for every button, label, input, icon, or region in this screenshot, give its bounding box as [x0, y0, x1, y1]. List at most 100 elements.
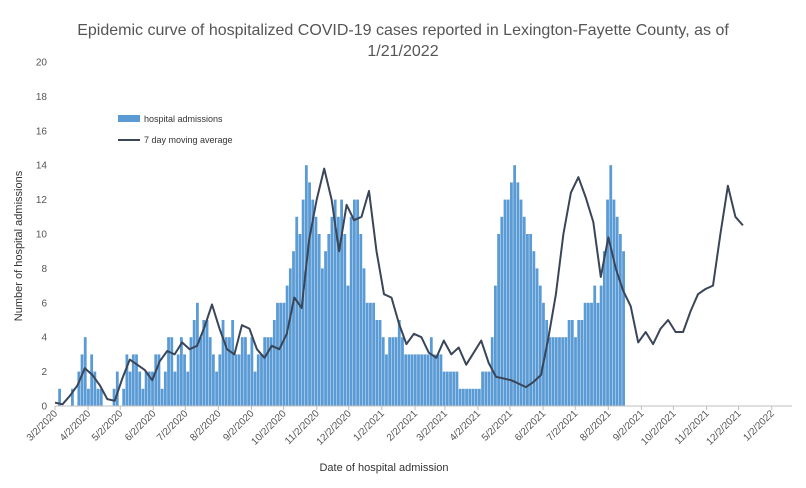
bar [272, 320, 276, 406]
bar [481, 371, 484, 406]
bar [538, 285, 542, 406]
bar [253, 371, 257, 406]
bar [199, 337, 202, 406]
bar [458, 388, 462, 406]
bar [420, 354, 424, 406]
bar [93, 371, 97, 406]
bar [535, 268, 539, 406]
y-tick-label: 0 [41, 402, 47, 413]
bar [221, 320, 225, 406]
bar [429, 337, 433, 406]
bar [356, 199, 360, 406]
bar [247, 354, 251, 406]
bar [234, 354, 238, 406]
x-tick-label: 4/2/2021 [448, 408, 484, 444]
bar [285, 285, 289, 406]
y-tick-label: 18 [36, 92, 48, 103]
bar [282, 302, 286, 406]
bar [580, 320, 584, 406]
bar [375, 320, 379, 406]
bar [477, 388, 481, 406]
bar [391, 337, 395, 406]
bar [388, 337, 392, 406]
bar [372, 302, 376, 406]
bar [542, 302, 545, 406]
bar [606, 199, 609, 406]
bar [381, 337, 385, 406]
bar [353, 199, 356, 406]
bar [349, 216, 353, 406]
bar [163, 371, 167, 406]
bar [494, 285, 497, 406]
bar [346, 285, 350, 406]
bar [224, 337, 228, 406]
bar [471, 388, 475, 406]
x-tick-label: 10/2/2020 [249, 408, 289, 448]
bar [570, 320, 574, 406]
x-tick-label: 6/2/2020 [123, 408, 159, 444]
bar [513, 165, 517, 406]
bar [71, 388, 74, 406]
bar [320, 268, 324, 406]
bar [112, 388, 116, 406]
y-tick-label: 14 [36, 161, 48, 172]
bar [461, 388, 465, 406]
bar [99, 388, 103, 406]
bar [173, 371, 177, 406]
bar [359, 234, 363, 406]
bar [96, 388, 100, 406]
bar [333, 199, 337, 406]
x-tick-label: 1/2/2021 [352, 408, 388, 444]
x-tick-label: 2/2/2021 [385, 408, 421, 444]
y-tick-label: 6 [41, 298, 47, 309]
bar [404, 354, 408, 406]
bar [183, 354, 186, 406]
bar [228, 337, 231, 406]
bar [131, 354, 135, 406]
bar [304, 165, 308, 406]
y-tick-label: 10 [36, 230, 48, 241]
bar [125, 354, 129, 406]
bar [128, 371, 132, 406]
moving-average-line [54, 167, 744, 406]
bar [484, 371, 488, 406]
x-tick-label: 12/2/2021 [704, 408, 744, 448]
bar [397, 320, 401, 406]
x-tick-label: 6/2/2021 [513, 408, 549, 444]
bar [545, 320, 549, 406]
bar [327, 234, 331, 406]
x-tick-label: 8/2/2020 [188, 408, 224, 444]
bar [401, 337, 404, 406]
bar [583, 302, 587, 406]
x-tick-label: 7/2/2021 [545, 408, 581, 444]
bar [237, 354, 241, 406]
bar [567, 320, 571, 406]
bar [532, 251, 536, 406]
bar [433, 354, 436, 406]
bar [314, 216, 318, 406]
bar [529, 234, 533, 406]
bar [474, 388, 478, 406]
bar [449, 371, 452, 406]
bar [240, 337, 244, 406]
bar [362, 268, 366, 406]
bar [186, 371, 190, 406]
legend-label-bars: hospital admissions [144, 114, 223, 124]
bar [558, 337, 561, 406]
legend-label-line: 7 day moving average [144, 135, 233, 145]
bar [256, 354, 260, 406]
bar [208, 337, 212, 406]
bar [218, 354, 222, 406]
bar [439, 354, 443, 406]
bar [526, 234, 529, 406]
chart-title-line-2: 1/21/2022 [367, 43, 438, 60]
bar [244, 337, 247, 406]
x-tick-label: 3/2/2021 [415, 408, 451, 444]
x-tick-label: 5/2/2020 [90, 408, 126, 444]
bar [266, 337, 270, 406]
bar [135, 354, 138, 406]
bar [452, 371, 456, 406]
x-tick-label: 5/2/2021 [480, 408, 516, 444]
